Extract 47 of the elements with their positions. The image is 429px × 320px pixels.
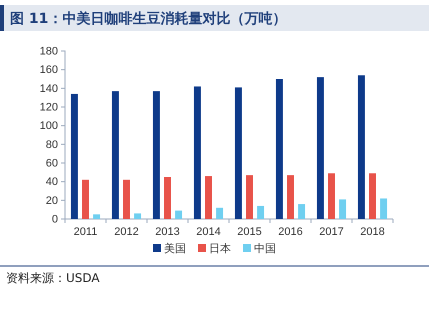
legend-label: 中国	[254, 242, 276, 255]
bar	[298, 204, 306, 219]
bar	[93, 214, 100, 219]
chart-title: 图 11：中美日咖啡生豆消耗量对比（万吨）	[10, 10, 286, 27]
bar	[234, 87, 242, 219]
bar	[339, 199, 346, 219]
bar	[216, 208, 224, 219]
x-tick-label: 2012	[114, 226, 139, 238]
bar	[134, 213, 142, 219]
x-tick-label: 2018	[360, 226, 385, 238]
y-tick-label: 140	[40, 82, 58, 95]
bar	[152, 91, 160, 219]
x-tick-label: 2016	[278, 226, 303, 238]
y-tick-label: 0	[52, 214, 58, 226]
x-tick-label: 2011	[74, 226, 98, 238]
bar	[276, 79, 283, 219]
y-tick-label: 180	[40, 46, 58, 58]
y-tick-label: 40	[46, 176, 58, 188]
bar	[369, 173, 376, 219]
x-tick-label: 2015	[237, 226, 262, 238]
x-tick-label: 2013	[155, 226, 180, 238]
bar	[112, 91, 119, 219]
bar	[82, 180, 89, 219]
bar	[205, 176, 212, 219]
bar	[123, 180, 130, 219]
bar	[380, 198, 388, 219]
bar	[328, 173, 335, 219]
x-tick-label: 2014	[196, 226, 221, 238]
bar	[287, 175, 294, 219]
legend-label: 美国	[164, 242, 186, 255]
x-tick-label: 2017	[319, 226, 344, 238]
y-tick-label: 120	[40, 102, 58, 114]
bar	[175, 210, 182, 219]
legend-label: 日本	[209, 242, 231, 255]
bar	[70, 94, 78, 219]
y-tick-label: 160	[40, 64, 58, 76]
bar	[164, 177, 171, 219]
text: 资料来源：USDA	[6, 271, 100, 285]
y-tick-label: 80	[46, 138, 58, 151]
y-tick-label: 60	[46, 158, 58, 170]
bar	[316, 77, 324, 219]
y-tick-label: 20	[46, 194, 58, 207]
y-tick-label: 100	[40, 120, 58, 132]
bar	[246, 175, 253, 219]
bar	[358, 75, 365, 219]
bar	[194, 86, 201, 219]
bar	[257, 206, 264, 219]
